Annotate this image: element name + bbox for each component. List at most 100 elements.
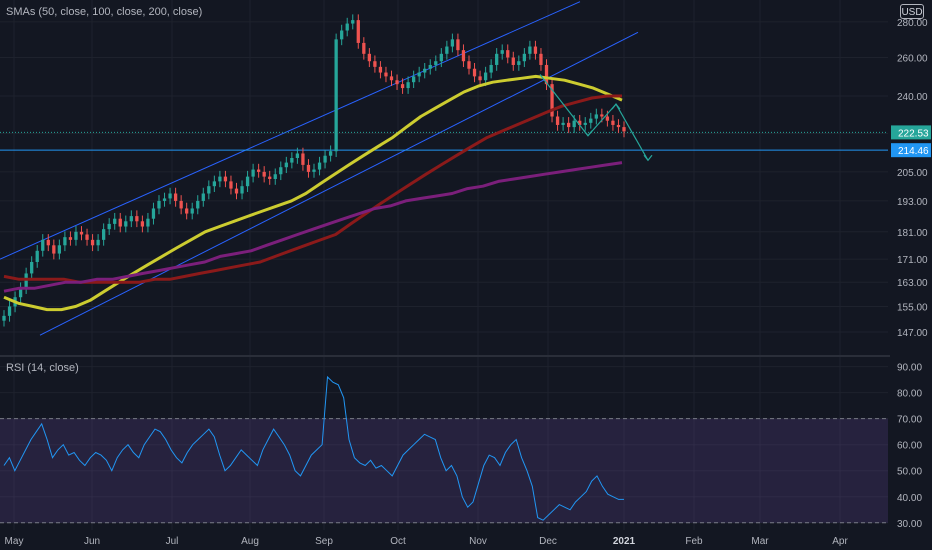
- candle-body: [179, 200, 183, 209]
- candle-body: [162, 198, 167, 201]
- candle-body: [312, 169, 316, 172]
- candle-body: [389, 76, 394, 81]
- candle-body: [362, 42, 366, 54]
- horizontal-level-line: [0, 131, 888, 151]
- candle-body: [622, 127, 626, 132]
- candle-body: [566, 122, 571, 128]
- candle-body: [196, 200, 200, 209]
- candle-body: [256, 169, 261, 172]
- candle-body: [506, 50, 510, 58]
- rsi-band: [0, 418, 888, 523]
- candle-body: [2, 315, 6, 321]
- main-pane[interactable]: [0, 0, 888, 530]
- price-tick-label: 171.00: [897, 255, 928, 266]
- rsi-series: [3, 375, 624, 521]
- candle-body: [351, 20, 355, 24]
- time-tick-label: Jun: [84, 536, 100, 547]
- price-axis[interactable]: 280.00260.00240.00222.00205.00193.00181.…: [890, 0, 932, 530]
- sma-line: [3, 94, 622, 284]
- candle-body: [522, 53, 527, 62]
- candle-body: [279, 167, 283, 175]
- rsi-tick-label: 40.00: [897, 493, 922, 504]
- rsi-line: [3, 375, 624, 521]
- channel-lower-line: [39, 31, 639, 336]
- rsi-tick-label: 30.00: [897, 519, 922, 530]
- rsi-tick-label: 80.00: [897, 389, 922, 400]
- candle-body: [30, 261, 34, 274]
- arrow-head: [583, 130, 593, 137]
- sma-line: [3, 161, 623, 293]
- candle-body: [472, 68, 477, 77]
- candle-body: [533, 46, 538, 54]
- rsi-legend-title[interactable]: RSI (14, close): [6, 362, 79, 374]
- time-tick-label: Jul: [166, 536, 179, 547]
- rsi-tick-label: 70.00: [897, 415, 922, 426]
- candle-body: [262, 171, 266, 177]
- candle-body: [251, 169, 255, 177]
- candle-body: [461, 50, 466, 62]
- rsi-pane[interactable]: [0, 366, 888, 524]
- candle-body: [572, 120, 576, 128]
- candle-body: [35, 250, 39, 262]
- candle-body: [384, 72, 388, 77]
- candle-body: [611, 120, 615, 125]
- candle-body: [428, 64, 432, 69]
- candle-body: [301, 153, 305, 165]
- candle-body: [240, 186, 244, 194]
- candle-body: [445, 46, 449, 54]
- candle-body: [594, 114, 598, 119]
- candle-body: [417, 72, 421, 77]
- candle-body: [605, 116, 610, 121]
- time-tick-label: Oct: [390, 536, 406, 547]
- price-tick-label: 240.00: [897, 92, 928, 103]
- candle-body: [467, 61, 471, 69]
- level-price-text: 214.46: [898, 146, 929, 157]
- candle-body: [68, 237, 73, 240]
- candle-body: [340, 30, 344, 40]
- candle-body: [539, 53, 543, 65]
- candle-body: [85, 234, 89, 240]
- candle-body: [101, 229, 106, 240]
- candle-body: [600, 114, 604, 117]
- price-labels: 222.53 214.46: [891, 125, 931, 158]
- candle-body: [478, 76, 482, 81]
- candle-body: [129, 216, 133, 222]
- candle-body: [135, 216, 139, 222]
- candle-body: [79, 231, 84, 235]
- candle-body: [218, 176, 222, 182]
- rsi-tick-label: 90.00: [897, 363, 922, 374]
- candle-body: [90, 239, 95, 246]
- projection-path: [539, 74, 649, 161]
- candle-body: [96, 239, 100, 246]
- price-tick-label: 163.00: [897, 278, 928, 289]
- time-axis-ticks: May Jun Jul Aug Sep Oct Nov Dec 2021 Feb Mar Apr: [5, 536, 849, 547]
- price-tick-label: 147.00: [897, 328, 928, 339]
- candle-body: [411, 76, 416, 83]
- candle-body: [268, 176, 272, 179]
- candle-body: [168, 193, 172, 199]
- candle-body: [495, 53, 499, 65]
- candle-body: [334, 39, 338, 152]
- time-tick-label: 2021: [613, 536, 636, 547]
- rsi-grid: [0, 366, 888, 524]
- candle-body: [107, 223, 111, 230]
- candle-body: [284, 162, 288, 168]
- candle-body: [406, 82, 410, 89]
- candle-body: [118, 218, 122, 227]
- candle-body: [528, 46, 532, 54]
- candle-body: [367, 53, 372, 62]
- main-legend-title[interactable]: SMAs (50, close, 100, close, 200, close): [6, 6, 203, 18]
- level-price-tag: [891, 143, 931, 158]
- time-axis[interactable]: May Jun Jul Aug Sep Oct Nov Dec 2021 Feb Mar Apr: [0, 530, 932, 550]
- candle-body: [223, 176, 228, 182]
- price-tick-label: 155.00: [897, 302, 928, 313]
- candle-body: [550, 84, 554, 117]
- candle-body: [173, 193, 178, 201]
- candle-body: [500, 50, 504, 54]
- currency-button[interactable]: USD: [900, 4, 924, 19]
- candle-body: [190, 208, 194, 214]
- candle-body: [589, 118, 593, 123]
- candle-body: [583, 122, 587, 125]
- time-tick-label: Mar: [751, 536, 769, 547]
